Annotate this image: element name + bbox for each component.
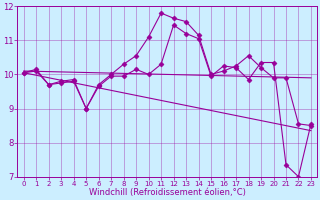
X-axis label: Windchill (Refroidissement éolien,°C): Windchill (Refroidissement éolien,°C) <box>89 188 246 197</box>
